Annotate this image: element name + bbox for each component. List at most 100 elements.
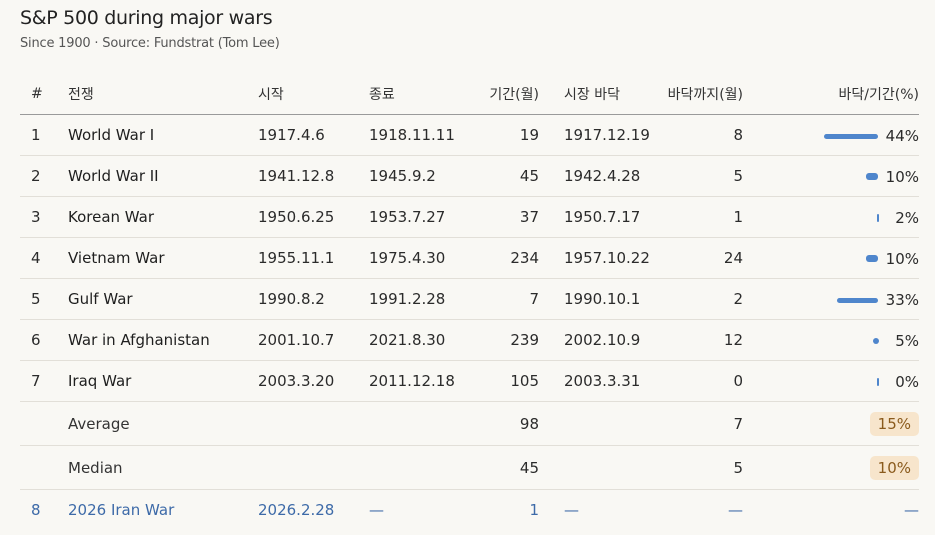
summary-to-bottom: 5 — [649, 445, 743, 490]
pct-bar — [823, 133, 878, 139]
header-num: # — [20, 74, 68, 115]
row-pct-cell: 0% — [743, 360, 919, 402]
summary-row-average: Average 98 7 15% — [20, 401, 919, 446]
row-to-bottom: — — [728, 501, 743, 519]
row-duration: 45 — [467, 155, 539, 197]
row-duration: 7 — [467, 278, 539, 320]
summary-row-median: Median 45 5 10% — [20, 445, 919, 490]
row-num: 6 — [20, 319, 68, 361]
header-end: 종료 — [369, 74, 467, 115]
page-title: S&P 500 during major wars — [20, 7, 273, 29]
row-war: Iraq War — [68, 360, 258, 402]
row-pct: 2% — [895, 208, 919, 227]
row-duration: 234 — [467, 237, 539, 279]
row-pct: 5% — [895, 332, 919, 350]
current-war-row: 8 2026 Iran War 2026.2.28 — 1 — — — — [20, 490, 919, 531]
row-end: 2021.8.30 — [369, 319, 467, 361]
row-bottom: 1950.7.17 — [539, 196, 649, 238]
row-bottom: 1990.10.1 — [539, 278, 649, 320]
row-start: 1917.4.6 — [258, 114, 369, 156]
header-bottom: 시장 바닥 — [539, 74, 649, 115]
row-pct: 44% — [885, 127, 919, 146]
row-num: 5 — [20, 278, 68, 320]
row-pct-cell: 10% — [743, 237, 919, 279]
wars-table: # 전쟁 시작 종료 기간(월) 시장 바닥 바닥까지(월) 바닥/기간(%) … — [20, 74, 919, 530]
row-num: 2 — [20, 155, 68, 197]
page-subtitle: Since 1900 · Source: Fundstrat (Tom Lee) — [20, 36, 280, 51]
pct-bar — [865, 255, 878, 263]
row-start: 2003.3.20 — [258, 360, 369, 402]
summary-duration: 45 — [467, 445, 539, 490]
row-duration: 37 — [467, 196, 539, 238]
summary-to-bottom: 7 — [649, 401, 743, 446]
table-row: 6 War in Afghanistan 2001.10.7 2021.8.30… — [20, 319, 919, 361]
row-duration: 239 — [467, 319, 539, 361]
row-war: Korean War — [68, 196, 258, 238]
row-to-bottom: 2 — [649, 278, 743, 320]
summary-duration: 98 — [467, 401, 539, 446]
row-duration: 1 — [529, 501, 539, 519]
pct-bar — [873, 338, 879, 344]
table-row: 7 Iraq War 2003.3.20 2011.12.18 105 2003… — [20, 360, 919, 402]
row-to-bottom: 5 — [649, 155, 743, 197]
row-end: 2011.12.18 — [369, 360, 467, 402]
row-pct: — — [904, 501, 919, 519]
row-end: 1953.7.27 — [369, 196, 467, 238]
row-war: World War II — [68, 155, 258, 197]
header-war: 전쟁 — [68, 74, 258, 115]
row-bottom: — — [564, 501, 579, 519]
header-start: 시작 — [258, 74, 369, 115]
row-num: 4 — [20, 237, 68, 279]
row-bottom: 1942.4.28 — [539, 155, 649, 197]
row-to-bottom: 12 — [649, 319, 743, 361]
row-num: 3 — [20, 196, 68, 238]
row-war: World War I — [68, 114, 258, 156]
table-row: 1 World War I 1917.4.6 1918.11.11 19 191… — [20, 114, 919, 156]
row-pct: 33% — [885, 291, 919, 310]
table-row: 5 Gulf War 1990.8.2 1991.2.28 7 1990.10.… — [20, 278, 919, 320]
table-row: 2 World War II 1941.12.8 1945.9.2 45 194… — [20, 155, 919, 197]
row-pct-cell: 33% — [743, 278, 919, 320]
row-bottom: 1917.12.19 — [539, 114, 650, 156]
row-end: 1918.11.11 — [369, 114, 467, 156]
row-start: 1955.11.1 — [258, 237, 369, 279]
row-pct-cell: 10% — [743, 155, 919, 197]
row-start: 2026.2.28 — [258, 501, 335, 519]
row-pct-cell: 2% — [743, 196, 919, 238]
row-start: 1941.12.8 — [258, 155, 369, 197]
table-row: 4 Vietnam War 1955.11.1 1975.4.30 234 19… — [20, 237, 919, 279]
row-to-bottom: 8 — [649, 114, 743, 156]
row-duration: 19 — [467, 114, 539, 156]
row-war: War in Afghanistan — [68, 319, 258, 361]
row-to-bottom: 0 — [649, 360, 743, 402]
row-num: 7 — [20, 360, 68, 402]
row-start: 1950.6.25 — [258, 196, 369, 238]
row-end: — — [369, 501, 384, 519]
row-bottom: 1957.10.22 — [539, 237, 650, 279]
summary-pct-badge: 10% — [869, 455, 919, 480]
row-pct: 10% — [885, 167, 919, 186]
pct-bar — [865, 173, 878, 181]
row-start: 1990.8.2 — [258, 278, 369, 320]
summary-pct-badge: 15% — [869, 411, 919, 436]
row-pct-cell: 44% — [743, 114, 919, 156]
pct-bar — [877, 377, 879, 386]
summary-label: Average — [68, 401, 258, 446]
row-num: 1 — [20, 114, 68, 156]
row-to-bottom: 24 — [649, 237, 743, 279]
header-to-bottom: 바닥까지(월) — [649, 74, 743, 115]
row-war: Gulf War — [68, 278, 258, 320]
table-row: 3 Korean War 1950.6.25 1953.7.27 37 1950… — [20, 196, 919, 238]
row-bottom: 2003.3.31 — [539, 360, 649, 402]
row-end: 1975.4.30 — [369, 237, 467, 279]
row-pct-cell: 5% — [743, 319, 919, 361]
row-start: 2001.10.7 — [258, 319, 369, 361]
row-num: 8 — [31, 501, 41, 519]
header-duration: 기간(월) — [467, 74, 539, 115]
summary-label: Median — [68, 445, 258, 490]
table-header-row: # 전쟁 시작 종료 기간(월) 시장 바닥 바닥까지(월) 바닥/기간(%) — [20, 74, 919, 115]
header-pct: 바닥/기간(%) — [743, 74, 919, 115]
pct-bar — [877, 213, 879, 222]
row-war: 2026 Iran War — [68, 501, 175, 519]
